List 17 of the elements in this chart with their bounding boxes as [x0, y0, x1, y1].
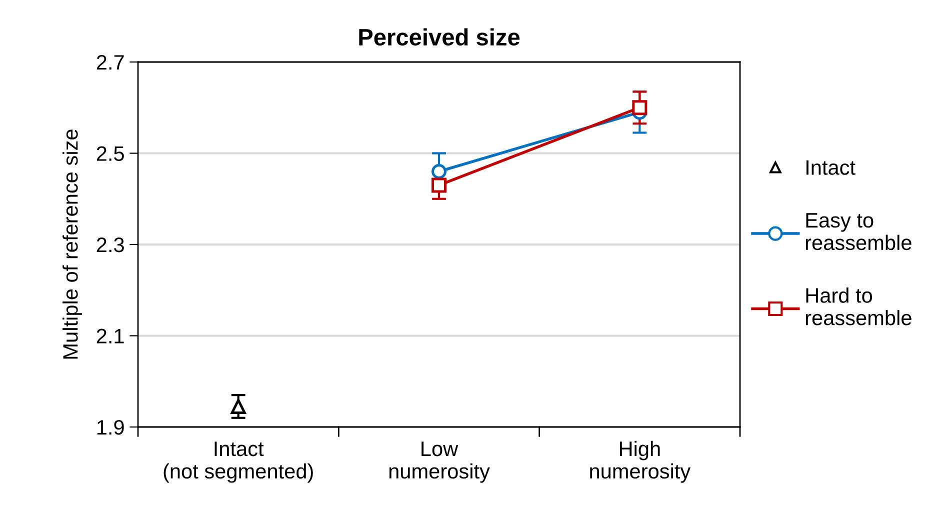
x-tick-label: Intact (not segmented) — [164, 442, 313, 483]
point — [230, 398, 246, 414]
legend-label: Easy to reassemble — [806, 213, 912, 250]
point — [632, 100, 648, 116]
legend-label: Intact — [806, 160, 856, 175]
x-tick-label: Low numerosity — [389, 442, 490, 483]
y-tick-label: 1.9 — [97, 420, 124, 435]
x-tick-label: High numerosity — [590, 440, 691, 483]
chart-title: Perceived size — [359, 28, 520, 46]
y-tick-label: 2.1 — [96, 328, 124, 344]
y-tick-label: 2.3 — [96, 238, 124, 252]
y-tick-label: 2.5 — [96, 146, 124, 162]
legend-label: Hard to reassemble — [806, 288, 912, 326]
y-axis-title: Multiple of reference size — [62, 130, 82, 359]
y-tick-label: 2.7 — [96, 55, 124, 70]
point — [432, 164, 446, 179]
point — [432, 178, 446, 193]
